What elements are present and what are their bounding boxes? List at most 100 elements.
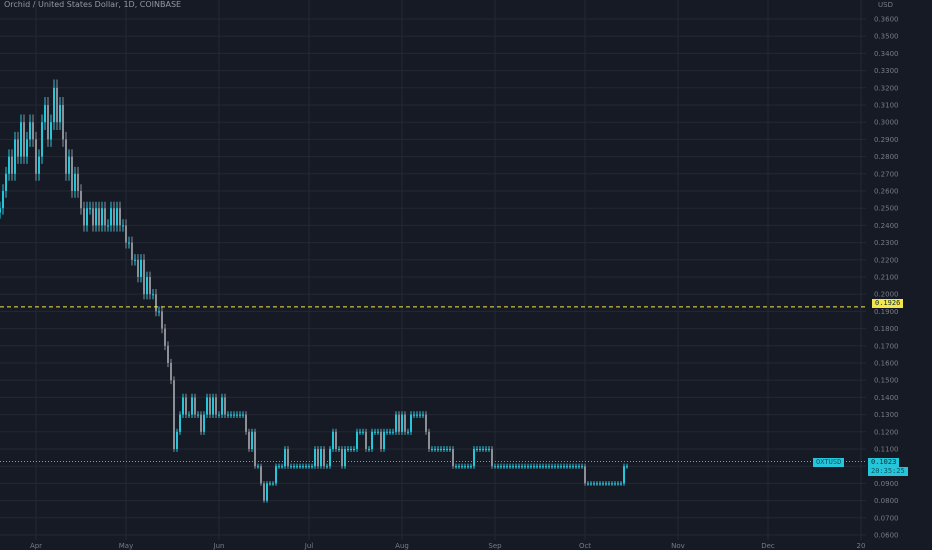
candle-body: [92, 208, 94, 226]
candle-body: [467, 466, 469, 468]
candle-body: [458, 466, 460, 468]
candle-body: [398, 414, 400, 432]
candle-body: [407, 431, 409, 433]
candle-body: [404, 414, 406, 432]
candle-body: [626, 466, 628, 468]
candle-body: [110, 208, 112, 226]
y-tick-label: 0.3400: [874, 50, 899, 58]
candle-body: [392, 431, 394, 433]
y-tick-label: 0.1600: [874, 360, 899, 368]
candle-body: [344, 449, 346, 467]
candle-body: [317, 449, 319, 467]
candle-body: [203, 414, 205, 432]
y-tick-label: 0.1900: [874, 308, 899, 316]
candle-body: [605, 483, 607, 485]
candle-body: [554, 466, 556, 468]
candle-body: [65, 139, 67, 174]
candle-body: [62, 105, 64, 140]
candle-body: [425, 414, 427, 432]
candle-body: [530, 466, 532, 468]
candle-body: [602, 483, 604, 485]
candle-body: [302, 466, 304, 468]
candle-body: [89, 208, 91, 210]
candle-body: [272, 483, 274, 485]
candle-body: [326, 466, 328, 468]
candle-body: [35, 139, 37, 174]
candle-body: [545, 466, 547, 468]
candle-body: [539, 466, 541, 468]
candle-body: [116, 208, 118, 226]
candle-body: [71, 156, 73, 191]
candle-body: [536, 466, 538, 468]
candle-body: [335, 431, 337, 449]
candle-body: [356, 431, 358, 449]
candle-body: [248, 431, 250, 449]
candle-body: [476, 449, 478, 450]
candle-body: [353, 449, 355, 450]
candle-body: [608, 483, 610, 485]
candle-body: [140, 259, 142, 277]
candle-body: [575, 466, 577, 468]
candle-body: [14, 139, 16, 174]
candlestick-series: [0, 79, 628, 503]
candle-body: [374, 431, 376, 433]
candle-body: [443, 449, 445, 450]
candle-body: [20, 122, 22, 157]
x-tick-label: Oct: [579, 542, 591, 550]
x-tick-label: Jul: [304, 542, 314, 550]
candle-body: [263, 483, 265, 501]
candle-body: [50, 122, 52, 140]
vertical-gridlines: [35, 0, 862, 540]
candle-body: [281, 466, 283, 468]
candle-body: [209, 397, 211, 415]
candle-body: [338, 449, 340, 450]
candle-body: [461, 466, 463, 468]
y-tick-label: 0.3500: [874, 33, 899, 41]
candle-body: [194, 397, 196, 415]
candle-body: [497, 466, 499, 468]
candle-body: [593, 483, 595, 485]
candle-body: [383, 431, 385, 449]
y-tick-label: 0.2700: [874, 170, 899, 178]
candle-body: [596, 483, 598, 485]
candle-body: [275, 466, 277, 484]
candle-body: [488, 449, 490, 450]
candle-body: [149, 277, 151, 295]
price-axis-ticks: 0.3600 0.3500 0.3400 0.3300 0.3200 0.3100 0.30…: [874, 16, 899, 540]
y-tick-label: 0.0600: [874, 532, 899, 540]
candle-body: [449, 449, 451, 450]
candle-body: [395, 414, 397, 432]
candle-body: [185, 397, 187, 415]
candle-body: [176, 431, 178, 449]
candle-body: [287, 449, 289, 467]
candle-body: [125, 225, 127, 243]
y-tick-label: 0.2600: [874, 188, 899, 196]
time-axis-ticks: Apr May Jun Jul Aug Sep Oct Nov Dec 20: [30, 542, 866, 550]
candle-body: [296, 466, 298, 468]
y-tick-label: 0.1700: [874, 342, 899, 350]
candle-body: [38, 156, 40, 174]
candle-body: [410, 414, 412, 432]
candle-body: [620, 483, 622, 485]
x-tick-label: Aug: [395, 542, 409, 550]
candle-body: [380, 431, 382, 449]
candle-body: [158, 311, 160, 313]
candle-body: [446, 449, 448, 450]
candle-body: [386, 431, 388, 433]
y-tick-label: 0.2100: [874, 274, 899, 282]
candle-body: [119, 208, 121, 226]
candle-body: [440, 449, 442, 450]
candle-body: [401, 414, 403, 432]
y-tick-label: 0.3000: [874, 119, 899, 127]
candle-body: [578, 466, 580, 468]
candle-body: [470, 466, 472, 468]
symbol-legend[interactable]: Orchid / United States Dollar, 1D, COINB…: [4, 0, 182, 9]
y-tick-label: 0.3600: [874, 16, 899, 24]
candle-body: [314, 449, 316, 467]
candle-body: [542, 466, 544, 468]
candle-body: [521, 466, 523, 468]
candle-body: [320, 449, 322, 467]
candle-body: [68, 156, 70, 174]
candle-body: [548, 466, 550, 468]
